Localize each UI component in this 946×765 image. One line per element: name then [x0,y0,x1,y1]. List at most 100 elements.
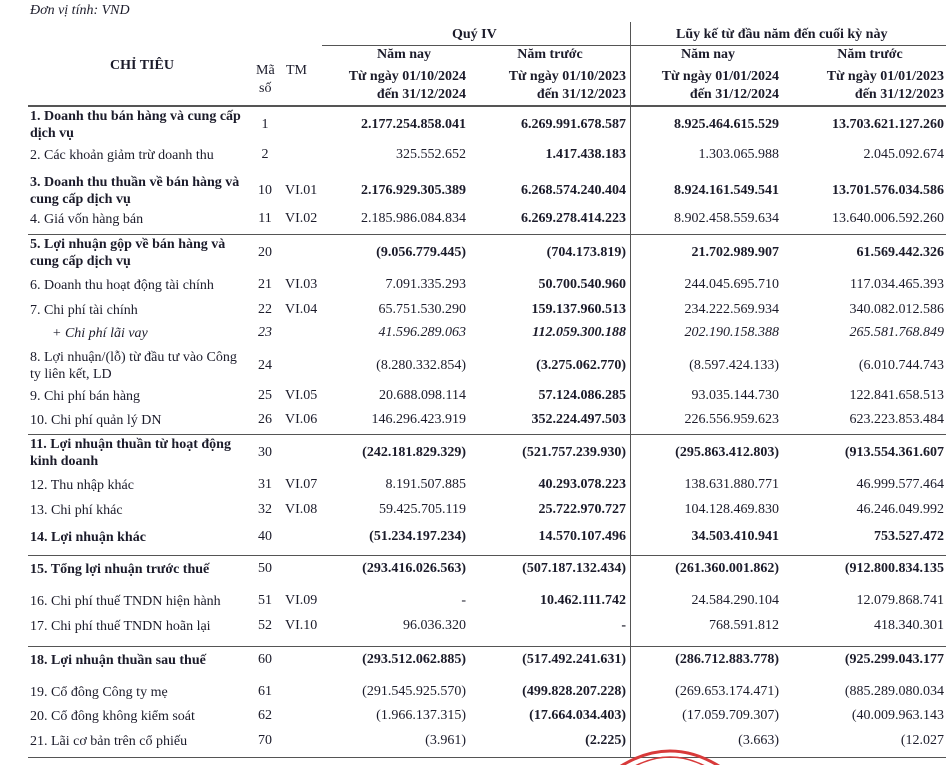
row-value: 13.640.006.592.260 [832,211,944,226]
row-value: 41.596.289.063 [378,325,467,340]
row-value: (3.961) [425,733,466,748]
row-label: 4. Giá vốn hàng bán [30,211,144,227]
row-value: 244.045.695.710 [684,277,780,292]
row-note: VI.08 [285,502,318,517]
row-label: 7. Chi phí tài chính [30,302,138,318]
row-value: 1.417.438.183 [545,147,627,162]
row-value: (242.181.829.329) [362,445,466,460]
row-code: 1 [261,117,269,132]
row-code: 24 [258,358,272,373]
row-rule [28,434,946,435]
row-value: 623.223.853.484 [849,412,945,427]
row-value: (913.554.361.607 [844,445,944,460]
row-value: (17.059.709.307) [682,708,779,723]
stamp [620,749,720,765]
row-value: (261.360.001.862) [675,561,779,576]
row-value: (6.010.744.743 [858,358,944,373]
row-code: 23 [258,325,272,340]
row-value: 768.591.812 [709,618,779,633]
row-value: 202.190.158.388 [684,325,780,340]
row-value: 146.296.423.919 [371,412,467,427]
column-to: đến 31/12/2023 [854,87,944,102]
row-value: 104.128.469.830 [684,502,780,517]
row-value: (521.757.239.930) [522,445,626,460]
row-value: (293.512.062.885) [362,652,466,667]
row-value: 50.700.540.960 [538,277,627,292]
row-code: 30 [258,445,272,460]
header-rule [322,45,946,46]
row-note: VI.10 [285,618,318,633]
column-to: đến 31/12/2024 [689,87,779,102]
column-from: Từ ngày 01/01/2024 [661,69,779,84]
row-value: 57.124.086.285 [538,388,627,403]
row-value: 14.570.107.496 [538,529,627,544]
row-value: 2.177.254.858.041 [361,117,466,132]
row-value: (3.275.062.770) [536,358,626,373]
row-value: 234.222.569.934 [684,302,780,317]
row-code: 40 [258,529,272,544]
code-header: số [259,81,272,96]
row-value: 59.425.705.119 [379,502,466,517]
row-label: 21. Lãi cơ bản trên cổ phiếu [30,733,188,749]
quarter-header: Quý IV [452,27,497,42]
row-note: VI.02 [285,211,318,226]
row-code: 70 [258,733,272,748]
row-value: 13.703.621.127.260 [832,117,944,132]
row-code: 25 [258,388,272,403]
row-value: (9.056.779.445) [376,245,466,260]
row-label: + Chi phí lãi vay [52,325,148,341]
row-label: 18. Lợi nhuận thuần sau thuế [30,652,206,668]
column-to: đến 31/12/2023 [536,87,626,102]
row-label: 20. Cổ đông không kiểm soát [30,708,195,724]
row-value: 117.034.465.393 [850,277,944,292]
row-value: (295.863.412.803) [675,445,779,460]
row-code: 20 [258,245,272,260]
row-value: (17.664.034.403) [529,708,626,723]
row-label: 1. Doanh thu bán hàng và cung cấp dịch v… [30,109,241,141]
row-value: 1.303.065.988 [698,147,780,162]
row-label: 5. Lợi nhuận gộp về bán hàng và cung cấp… [30,237,226,269]
row-rule [28,646,946,647]
row-value: 8.191.507.885 [385,477,467,492]
row-code: 52 [258,618,272,633]
row-value: 12.079.868.741 [856,593,945,608]
row-label: 16. Chi phí thuế TNDN hiện hành [30,593,221,609]
row-value: 46.246.049.992 [856,502,945,517]
row-value: 24.584.290.104 [691,593,780,608]
row-code: 11 [258,211,272,226]
row-value: 265.581.768.849 [849,325,945,340]
row-label: 3. Doanh thu thuần về bán hàng và cung c… [30,175,240,207]
row-value: 8.925.464.615.529 [674,117,779,132]
row-value: 20.688.098.114 [379,388,466,403]
row-label: 9. Chi phí bán hàng [30,388,141,404]
row-value: (291.545.925.570) [362,684,466,699]
cumulative-header: Lũy kế từ đầu năm đến cuối kỳ này [676,27,888,42]
row-value: (51.234.197.234) [369,529,466,544]
row-code: 60 [258,652,272,667]
column-name: Năm trước [837,47,903,62]
row-value: (8.597.424.133) [689,358,779,373]
row-label: 14. Lợi nhuận khác [30,529,146,545]
row-value: 93.035.144.730 [691,388,780,403]
indicator-header: CHỈ TIÊU [110,58,174,73]
row-code: 26 [258,412,272,427]
row-note: VI.03 [285,277,318,292]
row-value: (8.280.332.854) [376,358,466,373]
column-name: Năm nay [680,47,736,62]
row-value: 65.751.530.290 [378,302,467,317]
header-rule [28,105,946,107]
column-from: Từ ngày 01/10/2023 [508,69,626,84]
row-value: (2.225) [585,733,626,748]
row-code: 51 [258,593,272,608]
row-code: 61 [258,684,272,699]
row-value: 122.841.658.513 [849,388,945,403]
row-note: VI.07 [285,477,318,492]
row-value: (507.187.132.434) [522,561,626,576]
row-value: 352.224.497.503 [531,412,627,427]
row-value: 6.268.574.240.404 [521,183,626,198]
column-name: Năm trước [517,47,583,62]
row-label: 6. Doanh thu hoạt động tài chính [30,277,214,293]
row-value: 21.702.989.907 [691,245,780,260]
row-value: 8.924.161.549.541 [674,183,779,198]
row-value: (912.800.834.135 [844,561,944,576]
